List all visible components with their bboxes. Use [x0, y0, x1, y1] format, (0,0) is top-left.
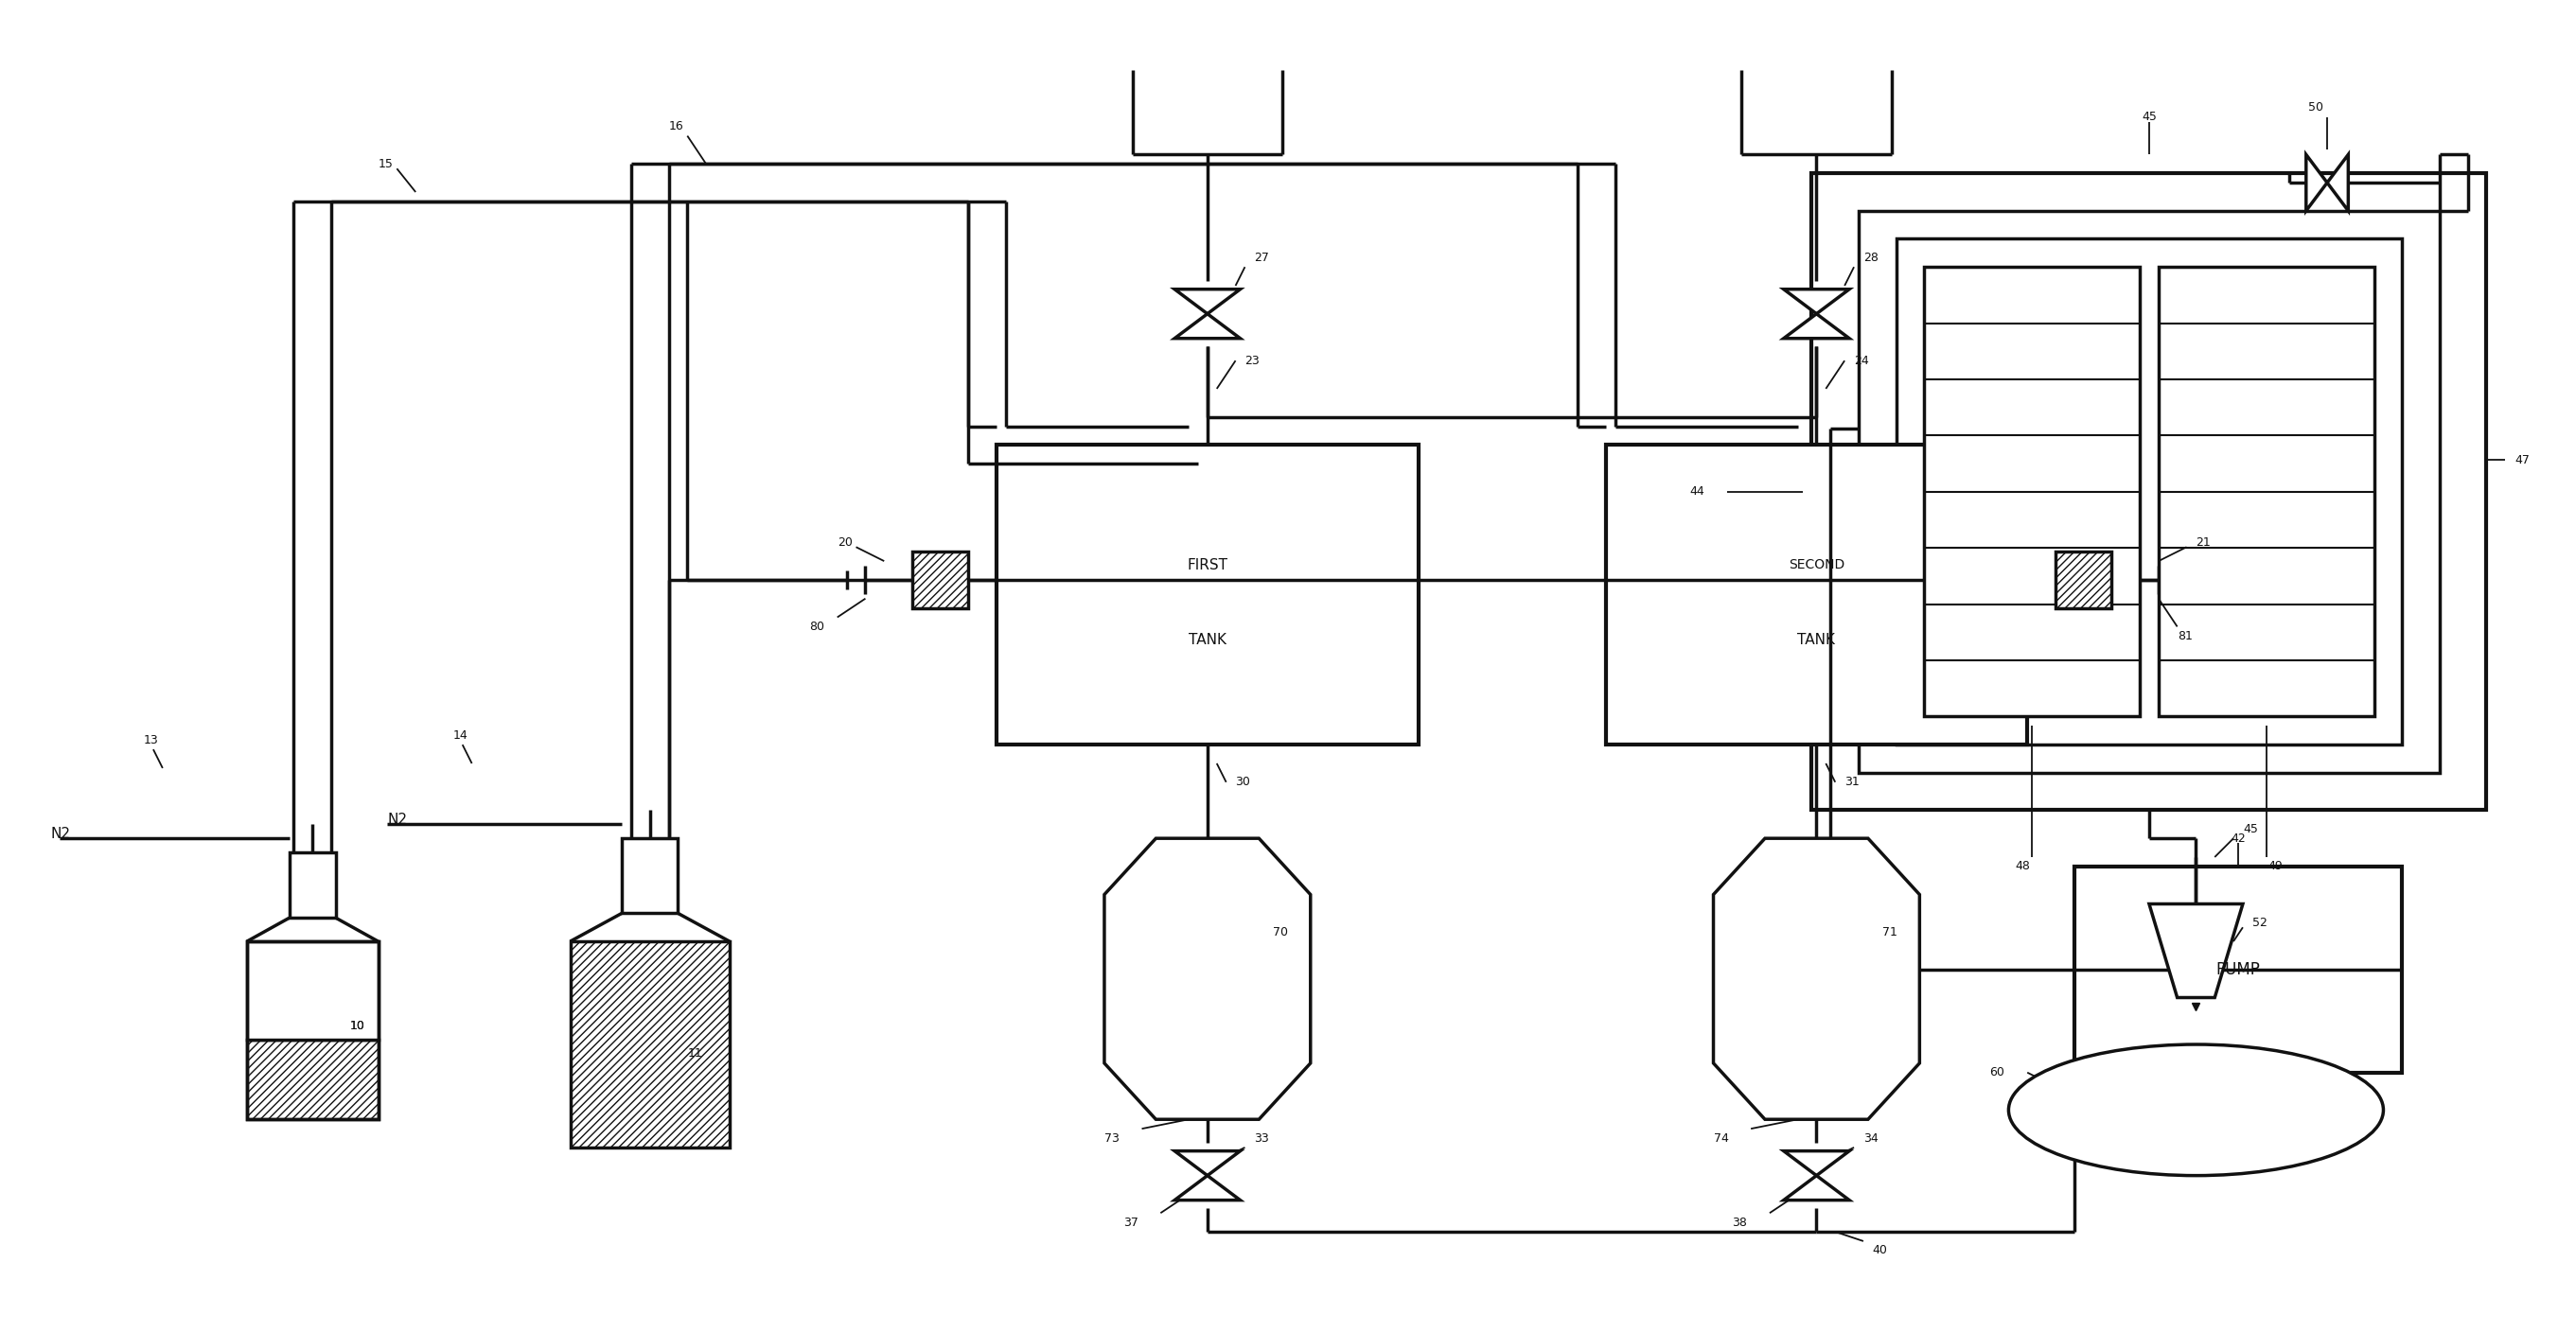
Text: 80: 80 — [809, 621, 824, 633]
Bar — [1860, 210, 2439, 773]
Polygon shape — [2306, 155, 2326, 210]
Bar — [289, 852, 335, 918]
Bar — [2056, 551, 2112, 607]
Text: 16: 16 — [670, 120, 683, 133]
Text: 38: 38 — [1731, 1216, 1747, 1228]
Text: 50: 50 — [2308, 101, 2324, 113]
Text: N2: N2 — [386, 813, 407, 827]
Bar — [2074, 866, 2403, 1072]
Bar — [621, 838, 677, 914]
Polygon shape — [1105, 838, 1311, 1119]
Bar — [247, 942, 379, 1119]
Text: 15: 15 — [379, 157, 394, 170]
Bar — [912, 551, 969, 607]
Text: PUMP: PUMP — [2215, 960, 2259, 978]
Bar — [1896, 238, 2403, 745]
Polygon shape — [1175, 314, 1239, 338]
Text: 45: 45 — [2141, 111, 2156, 124]
Text: 60: 60 — [1989, 1067, 2004, 1079]
Text: 81: 81 — [2177, 630, 2192, 642]
Text: 48: 48 — [2014, 860, 2030, 872]
Bar — [1924, 266, 2141, 717]
Text: 45: 45 — [2244, 823, 2257, 835]
Text: 49: 49 — [2269, 860, 2282, 872]
Ellipse shape — [2009, 1044, 2383, 1176]
Text: 11: 11 — [688, 1048, 703, 1060]
Polygon shape — [1713, 838, 1919, 1119]
Text: SECOND: SECOND — [1788, 558, 1844, 571]
Text: 24: 24 — [1855, 354, 1868, 366]
Text: 14: 14 — [453, 729, 469, 742]
Text: 40: 40 — [1873, 1244, 1888, 1256]
Text: 20: 20 — [837, 537, 853, 549]
Text: 44: 44 — [1690, 486, 1705, 498]
Text: 52: 52 — [2251, 916, 2267, 928]
Polygon shape — [1783, 1176, 1850, 1200]
Text: 37: 37 — [1123, 1216, 1139, 1228]
Text: TANK: TANK — [1798, 633, 1837, 647]
Text: N2: N2 — [49, 827, 70, 840]
Polygon shape — [1783, 289, 1850, 314]
Text: TANK: TANK — [1188, 633, 1226, 647]
Text: 27: 27 — [1255, 252, 1270, 264]
Text: 13: 13 — [144, 734, 160, 746]
Text: 31: 31 — [1844, 777, 1860, 789]
Text: FIRST: FIRST — [1188, 558, 1229, 571]
Bar — [2159, 266, 2375, 717]
Text: 71: 71 — [1883, 926, 1896, 938]
Text: 23: 23 — [1244, 354, 1260, 366]
Bar — [247, 1039, 379, 1119]
Polygon shape — [2148, 904, 2244, 998]
Bar — [1811, 173, 2486, 810]
Text: 47: 47 — [2514, 454, 2530, 466]
Polygon shape — [1175, 1151, 1239, 1176]
Text: 70: 70 — [1273, 926, 1288, 938]
Text: 28: 28 — [1862, 252, 1878, 264]
Polygon shape — [1175, 1176, 1239, 1200]
Text: 10: 10 — [350, 1019, 366, 1032]
Text: 74: 74 — [1713, 1132, 1728, 1144]
Polygon shape — [1783, 1151, 1850, 1176]
Text: 10: 10 — [350, 1019, 366, 1032]
Text: 33: 33 — [1255, 1132, 1270, 1144]
Text: 21: 21 — [2195, 537, 2210, 549]
Bar — [1605, 445, 2027, 745]
Polygon shape — [2326, 155, 2349, 210]
Bar — [247, 942, 379, 1039]
Bar — [997, 445, 1419, 745]
Bar — [569, 942, 729, 1147]
Polygon shape — [1175, 289, 1239, 314]
Text: 30: 30 — [1236, 777, 1249, 789]
Polygon shape — [1783, 314, 1850, 338]
Text: 42: 42 — [2231, 832, 2246, 844]
Text: 34: 34 — [1862, 1132, 1878, 1144]
Text: 73: 73 — [1105, 1132, 1121, 1144]
